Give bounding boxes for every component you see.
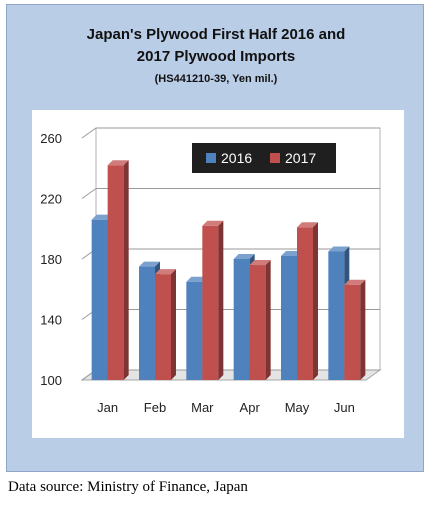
- y-tick-label: 100: [40, 373, 62, 388]
- legend-label-2017: 2017: [285, 150, 316, 166]
- x-tick-label: May: [285, 400, 310, 415]
- x-tick-label: Feb: [144, 400, 166, 415]
- bar-top: [249, 260, 271, 266]
- bar-front: [202, 225, 219, 380]
- bar-top: [328, 246, 350, 252]
- y-tick-label: 180: [40, 252, 62, 267]
- bar-front: [139, 266, 155, 380]
- x-tick-label: Jan: [97, 400, 118, 415]
- data-source-note: Data source: Ministry of Finance, Japan: [8, 479, 248, 495]
- bar-feb-2017: [155, 269, 176, 380]
- bar-side: [265, 260, 271, 380]
- bar-side: [123, 160, 129, 380]
- bar-jun-2017: [344, 279, 366, 380]
- bar-front: [233, 259, 250, 380]
- bar-top: [107, 160, 129, 166]
- y-tick-label: 220: [40, 192, 62, 207]
- gridline-side: [81, 127, 97, 139]
- bar-front: [344, 284, 361, 380]
- legend: 2016 2017: [192, 143, 336, 173]
- y-tick-label: 140: [40, 313, 62, 328]
- legend-swatch-2017: [270, 153, 280, 163]
- bar-apr-2017: [249, 260, 271, 380]
- bar-top: [233, 254, 255, 259]
- bar-side: [218, 220, 224, 380]
- bar-jan-2017: [107, 160, 129, 380]
- bar-side: [360, 279, 366, 380]
- x-tick-label: Jun: [334, 400, 355, 415]
- x-tick-label: Apr: [240, 400, 261, 415]
- legend-label-2016: 2016: [221, 150, 252, 166]
- bar-may-2017: [297, 222, 318, 380]
- y-tick-label: 260: [40, 131, 62, 146]
- bar-front: [328, 251, 345, 380]
- chart-title-line-2: 2017 Plywood Imports: [136, 48, 296, 65]
- bar-mar-2017: [202, 220, 224, 380]
- gridline-side: [81, 188, 97, 199]
- bar-top: [297, 222, 318, 228]
- bar-top: [186, 276, 208, 282]
- bar-front: [91, 219, 108, 380]
- chart-subtitle: (HS441210-39, Yen mil.): [154, 73, 278, 85]
- bar-top: [91, 214, 113, 220]
- bar-side: [313, 222, 318, 380]
- bar-top: [202, 220, 224, 226]
- bar-front: [249, 265, 266, 380]
- bar-front: [155, 274, 171, 380]
- bar-top: [344, 279, 366, 285]
- bar-top: [281, 250, 302, 256]
- chart-title-line-1: Japan's Plywood First Half 2016 and: [86, 26, 346, 43]
- legend-swatch-2016: [206, 153, 216, 163]
- x-tick-label: Mar: [191, 400, 214, 415]
- bar-side: [171, 269, 176, 380]
- bar-top: [155, 269, 176, 275]
- bar-front: [297, 227, 313, 380]
- bar-top: [139, 261, 160, 267]
- bar-front: [281, 255, 297, 380]
- bar-front: [107, 165, 124, 380]
- bar-front: [186, 281, 203, 380]
